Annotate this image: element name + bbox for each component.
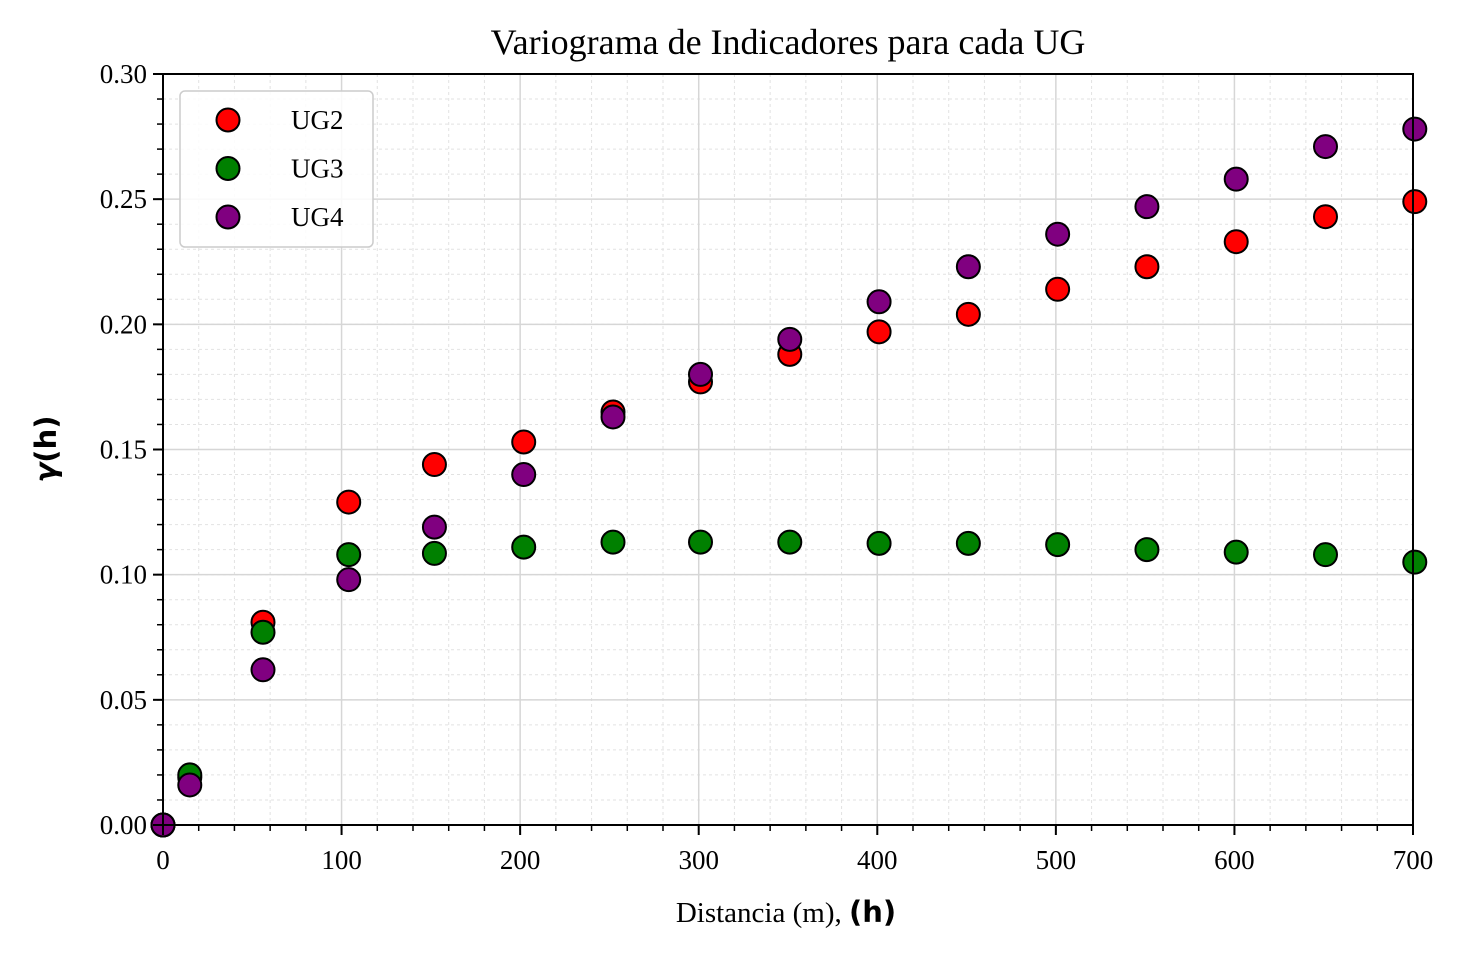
x-tick-label: 0 [156,845,170,875]
data-point-ug3 [250,619,276,645]
y-tick-label: 0.00 [100,810,147,840]
data-point-ug2 [336,489,362,515]
y-tick-label: 0.30 [100,59,147,89]
x-tick-label: 200 [500,845,541,875]
data-point-ug4 [955,254,981,280]
data-point-ug3 [1402,549,1428,575]
data-point-ug3 [1045,532,1071,558]
legend-label-ug4: UG4 [291,202,344,232]
chart-title: Variograma de Indicadores para cada UG [491,22,1086,62]
x-tick-label: 100 [321,845,362,875]
data-points [150,116,1428,838]
data-point-ug2 [511,429,537,455]
y-tick-label: 0.20 [100,309,147,339]
y-tick-label: 0.25 [100,184,147,214]
data-point-ug3 [1313,542,1338,568]
data-point-ug4 [777,326,803,352]
x-tick-labels: 0 100 200 300 400 500 600 700 [156,845,1433,875]
data-point-ug3 [866,530,892,556]
y-axis-label: γ(h) [29,416,63,483]
data-point-ug3 [1134,537,1160,563]
data-point-ug2 [1134,254,1160,280]
data-point-ug4 [1223,166,1249,192]
y-tick-label: 0.05 [100,685,147,715]
series-ug4 [150,116,1428,838]
data-point-ug2 [1045,276,1071,302]
x-tick-label: 700 [1393,845,1434,875]
x-tick-label: 400 [857,845,898,875]
x-tick-label: 500 [1036,845,1077,875]
y-tick-label: 0.15 [100,435,147,465]
legend-marker-ug2 [215,107,241,133]
data-point-ug2 [1402,189,1428,215]
x-axis-label: Distancia (m), (h) [676,895,896,929]
data-point-ug3 [336,542,362,568]
data-point-ug3 [1223,539,1249,565]
data-point-ug3 [955,530,981,556]
data-point-ug3 [511,534,537,560]
data-point-ug3 [600,529,626,555]
legend-label-ug2: UG2 [291,105,344,135]
data-point-ug3 [688,529,713,555]
data-point-ug2 [866,319,892,345]
data-point-ug4 [1134,194,1160,220]
data-point-ug4 [511,462,537,488]
data-point-ug4 [866,289,892,315]
data-point-ug4 [688,361,713,387]
data-point-ug3 [421,540,447,566]
data-point-ug4 [1045,221,1071,247]
legend-label-ug3: UG3 [291,154,344,184]
data-point-ug2 [955,301,981,327]
data-point-ug3 [777,529,803,555]
axis-ticks [153,73,1414,835]
data-point-ug4 [421,514,447,540]
legend: UG2 UG3 UG4 [179,90,374,248]
y-tick-labels: 0.00 0.05 0.10 0.15 0.20 0.25 0.30 [100,59,147,840]
x-tick-label: 300 [678,845,719,875]
data-point-ug4 [600,404,626,430]
legend-marker-ug4 [215,204,241,230]
data-point-ug2 [421,452,447,478]
data-point-ug4 [336,567,362,593]
y-tick-label: 0.10 [100,560,147,590]
data-point-ug4 [250,657,276,683]
x-tick-label: 600 [1214,845,1255,875]
data-point-ug4 [1313,134,1338,160]
data-point-ug2 [1223,229,1249,255]
legend-box [179,90,374,248]
data-point-ug4 [1402,116,1428,142]
data-point-ug4 [177,772,203,798]
legend-marker-ug3 [215,156,241,181]
data-point-ug2 [1313,204,1338,230]
